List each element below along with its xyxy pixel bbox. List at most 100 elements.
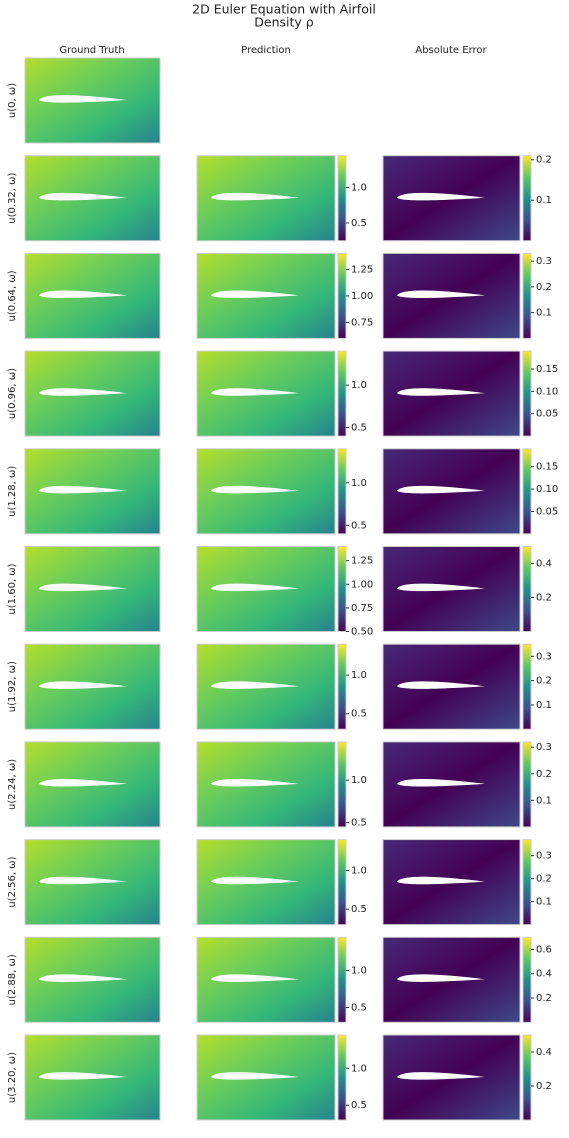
row-label: u(1.92, ω)	[7, 661, 18, 712]
airfoil	[397, 1072, 485, 1080]
colorbar	[337, 741, 347, 828]
airfoil	[39, 779, 127, 787]
airfoil	[211, 1072, 299, 1080]
colorbar	[337, 1034, 347, 1121]
colorbar-tick-label: 0.5	[351, 818, 367, 829]
colorbar-tick-label: 0.3	[536, 851, 552, 862]
row-label: u(0.96, ω)	[7, 368, 18, 419]
colorbar-tick-label: 0.1	[536, 700, 552, 711]
airfoil	[397, 583, 485, 592]
airfoil	[397, 779, 485, 787]
colorbar-tick-label: 0.2	[536, 874, 552, 885]
colorbar-tick-label: 0.2	[536, 993, 552, 1004]
colorbar-tick-label: 1.00	[351, 579, 373, 590]
airfoil	[397, 974, 485, 982]
row-label: u(0.32, ω)	[7, 173, 18, 224]
title: 2D Euler Equation with Airfoil	[192, 2, 376, 17]
colorbar-tick-label: 0.2	[536, 1081, 552, 1092]
colorbar-tick-label: 1.0	[351, 670, 367, 681]
colorbar	[337, 936, 347, 1023]
colorbar-tick-label: 0.5	[351, 709, 367, 720]
row-label: u(2.24, ω)	[7, 759, 18, 810]
colorbar-tick-label: 0.4	[536, 969, 552, 980]
airfoil	[211, 485, 299, 494]
airfoil	[397, 388, 485, 396]
colorbar-tick-label: 1.0	[351, 866, 367, 877]
colorbar-tick-label: 0.6	[536, 944, 552, 955]
airfoil	[211, 779, 299, 787]
colorbar-tick-label: 0.1	[536, 308, 552, 319]
colorbar-tick-label: 0.2	[536, 593, 552, 604]
airfoil	[39, 388, 127, 396]
column-header: Absolute Error	[415, 45, 487, 56]
row-label: u(1.60, ω)	[7, 563, 18, 614]
colorbar	[522, 155, 532, 242]
colorbar-tick-label: 0.10	[536, 484, 558, 495]
colorbar-tick-label: 1.0	[351, 478, 367, 489]
colorbar-tick-label: 0.1	[536, 897, 552, 908]
colorbar	[522, 448, 532, 535]
colorbar-tick-label: 1.25	[351, 264, 373, 275]
airfoil	[397, 290, 485, 299]
colorbar	[522, 741, 532, 828]
airfoil	[39, 583, 127, 592]
colorbar-tick-label: 1.0	[351, 775, 367, 786]
colorbar-tick-label: 0.5	[351, 904, 367, 915]
airfoil	[397, 485, 485, 494]
airfoil	[211, 192, 299, 201]
colorbar-tick-label: 1.0	[351, 380, 367, 391]
colorbar-tick-label: 1.0	[351, 966, 367, 977]
colorbar-tick-label: 0.2	[536, 282, 552, 293]
colorbar-tick-label: 0.10	[536, 386, 558, 397]
airfoil	[211, 876, 299, 885]
colorbar-tick-label: 0.3	[536, 256, 552, 267]
colorbar-tick-label: 0.2	[536, 769, 552, 780]
colorbar-tick-label: 0.5	[351, 520, 367, 531]
colorbar-tick-label: 0.2	[536, 155, 552, 166]
row-label: u(2.56, ω)	[7, 856, 18, 907]
column-header: Prediction	[241, 45, 291, 56]
colorbar-tick-label: 0.3	[536, 742, 552, 753]
airfoil	[211, 290, 299, 299]
column-header: Ground Truth	[59, 45, 124, 56]
airfoil	[39, 485, 127, 494]
colorbar	[522, 936, 532, 1023]
airfoil	[397, 681, 485, 689]
airfoil	[211, 681, 299, 689]
colorbar	[337, 643, 347, 730]
colorbar-tick-label: 0.5	[351, 423, 367, 434]
airfoil	[39, 95, 127, 103]
row-label: u(1.28, ω)	[7, 466, 18, 517]
colorbar-tick-label: 0.4	[536, 1047, 552, 1058]
colorbar-tick-label: 0.1	[536, 195, 552, 206]
colorbar	[522, 643, 532, 730]
airfoil	[39, 290, 127, 299]
airfoil	[211, 388, 299, 396]
colorbar	[522, 252, 532, 339]
colorbar-tick-label: 0.1	[536, 795, 552, 806]
colorbar-tick-label: 0.2	[536, 676, 552, 687]
colorbar	[337, 448, 347, 535]
colorbar	[337, 839, 347, 926]
airfoil	[211, 583, 299, 592]
colorbar	[522, 839, 532, 926]
colorbar-tick-label: 0.15	[536, 364, 558, 375]
airfoil	[397, 192, 485, 201]
airfoil	[211, 974, 299, 982]
row-label: u(0, ω)	[7, 83, 18, 118]
colorbar	[337, 546, 347, 632]
colorbar	[337, 155, 347, 242]
colorbar-tick-label: 1.0	[351, 183, 367, 194]
colorbar-tick-label: 0.15	[536, 462, 558, 473]
airfoil	[397, 876, 485, 885]
airfoil	[39, 1072, 127, 1080]
colorbar-tick-label: 1.25	[351, 556, 373, 567]
airfoil	[39, 681, 127, 689]
row-label: u(2.88, ω)	[7, 954, 18, 1005]
airfoil	[39, 876, 127, 885]
colorbar-tick-label: 0.50	[351, 627, 373, 638]
colorbar-tick-label: 0.5	[351, 1100, 367, 1111]
colorbar-tick-label: 0.4	[536, 559, 552, 570]
airfoil	[39, 192, 127, 201]
